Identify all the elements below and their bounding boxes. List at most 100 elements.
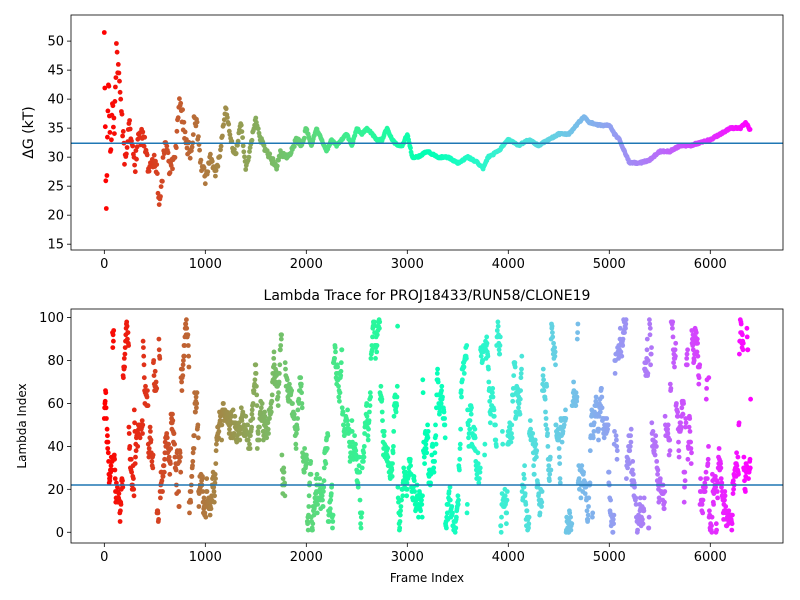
lambda-point	[251, 388, 257, 393]
lambda-point	[411, 484, 416, 490]
lambda-point	[549, 323, 555, 329]
lambda-point	[706, 444, 711, 449]
lambda-point	[486, 379, 492, 385]
lambda-point	[646, 525, 652, 531]
dg-point	[253, 115, 259, 121]
lambda-point	[178, 454, 183, 460]
lambda-point	[433, 422, 438, 428]
lambda-point	[404, 493, 410, 499]
lambda-point	[713, 521, 719, 527]
lambda-point	[519, 353, 525, 359]
dg-point	[102, 85, 108, 91]
lambda-point	[103, 390, 109, 396]
lambda-point	[466, 435, 471, 441]
lambda-point	[143, 383, 148, 389]
lambda-point	[526, 525, 531, 531]
lambda-point	[667, 437, 673, 443]
lambda-point	[596, 437, 601, 443]
lambda-point	[155, 510, 161, 516]
lambda-point	[131, 493, 137, 499]
lambda-point	[245, 422, 251, 428]
lambda-point	[374, 349, 380, 355]
lambda-point	[534, 448, 540, 454]
lambda-point	[230, 407, 236, 413]
lambda-point	[104, 426, 110, 432]
lambda-point	[740, 340, 746, 346]
lambda-point	[158, 495, 163, 501]
lambda-point	[277, 362, 283, 368]
lambda-point	[641, 495, 647, 501]
lambda-point	[627, 448, 633, 454]
lambda-point	[208, 506, 214, 512]
lambda-point	[321, 489, 326, 494]
dg-point	[193, 123, 199, 129]
lambda-point	[697, 362, 703, 368]
dg-point	[108, 147, 114, 153]
lambda-point	[369, 347, 375, 353]
lambda-point	[714, 527, 719, 533]
dg-axes-frame	[70, 14, 784, 251]
lambda-point	[713, 474, 718, 479]
lambda-point	[614, 444, 620, 449]
lambda-point	[544, 426, 550, 432]
dg-point	[122, 161, 127, 167]
lambda-point	[391, 413, 397, 419]
lambda-point	[112, 467, 118, 473]
lambda-point	[324, 446, 330, 451]
lambda-point	[278, 336, 284, 342]
lambda-point	[337, 398, 342, 404]
lambda-point	[632, 484, 637, 490]
lambda-point	[581, 469, 586, 475]
lambda-point	[504, 497, 510, 503]
lambda-point	[445, 502, 451, 507]
dg-point	[267, 151, 273, 157]
lambda-point	[131, 407, 137, 413]
lambda-point	[547, 471, 553, 477]
lambda-point	[729, 521, 735, 527]
lambda-point	[374, 332, 380, 338]
lambda-point	[108, 463, 114, 469]
lambda-point	[513, 413, 519, 419]
lambda-point	[617, 325, 623, 331]
lambda-point	[428, 480, 433, 486]
lambda-point	[213, 476, 218, 481]
lambda-point	[185, 343, 191, 348]
lambda-point	[512, 360, 518, 366]
lambda-point	[557, 476, 563, 481]
lambda-point	[332, 356, 337, 361]
lambda-point	[667, 448, 673, 454]
lambda-point	[304, 461, 310, 466]
lambda-point	[722, 493, 728, 499]
lambda-point	[321, 465, 327, 471]
lambda-point	[630, 459, 636, 464]
lambda-point	[425, 435, 431, 441]
lambda-point	[349, 429, 355, 434]
lambda-point	[150, 452, 156, 458]
lambda-point	[367, 409, 372, 415]
dg-point	[274, 163, 280, 169]
lambda-point	[466, 431, 472, 436]
lambda-point	[568, 514, 573, 520]
lambda-point	[508, 439, 514, 445]
dg-point	[220, 133, 225, 139]
lambda-point	[114, 480, 119, 486]
dg-point	[177, 96, 182, 102]
lambda-point	[458, 388, 464, 393]
lambda-point	[325, 433, 331, 439]
lambda-point	[132, 420, 138, 426]
lambda-point	[744, 325, 750, 331]
lambda-point	[745, 347, 751, 353]
dg-point	[110, 103, 116, 109]
lambda-point	[377, 319, 383, 325]
lambda-point	[675, 409, 680, 415]
lambda-point	[576, 476, 582, 481]
lambda-point	[118, 502, 124, 507]
lambda-point	[678, 424, 684, 430]
lambda-point	[557, 461, 563, 466]
lambda-point	[315, 502, 320, 507]
lambda-point	[112, 476, 118, 481]
dg-point	[246, 154, 252, 160]
lambda-point	[201, 495, 207, 501]
lambda-point	[321, 478, 327, 484]
dg-point	[133, 148, 139, 154]
